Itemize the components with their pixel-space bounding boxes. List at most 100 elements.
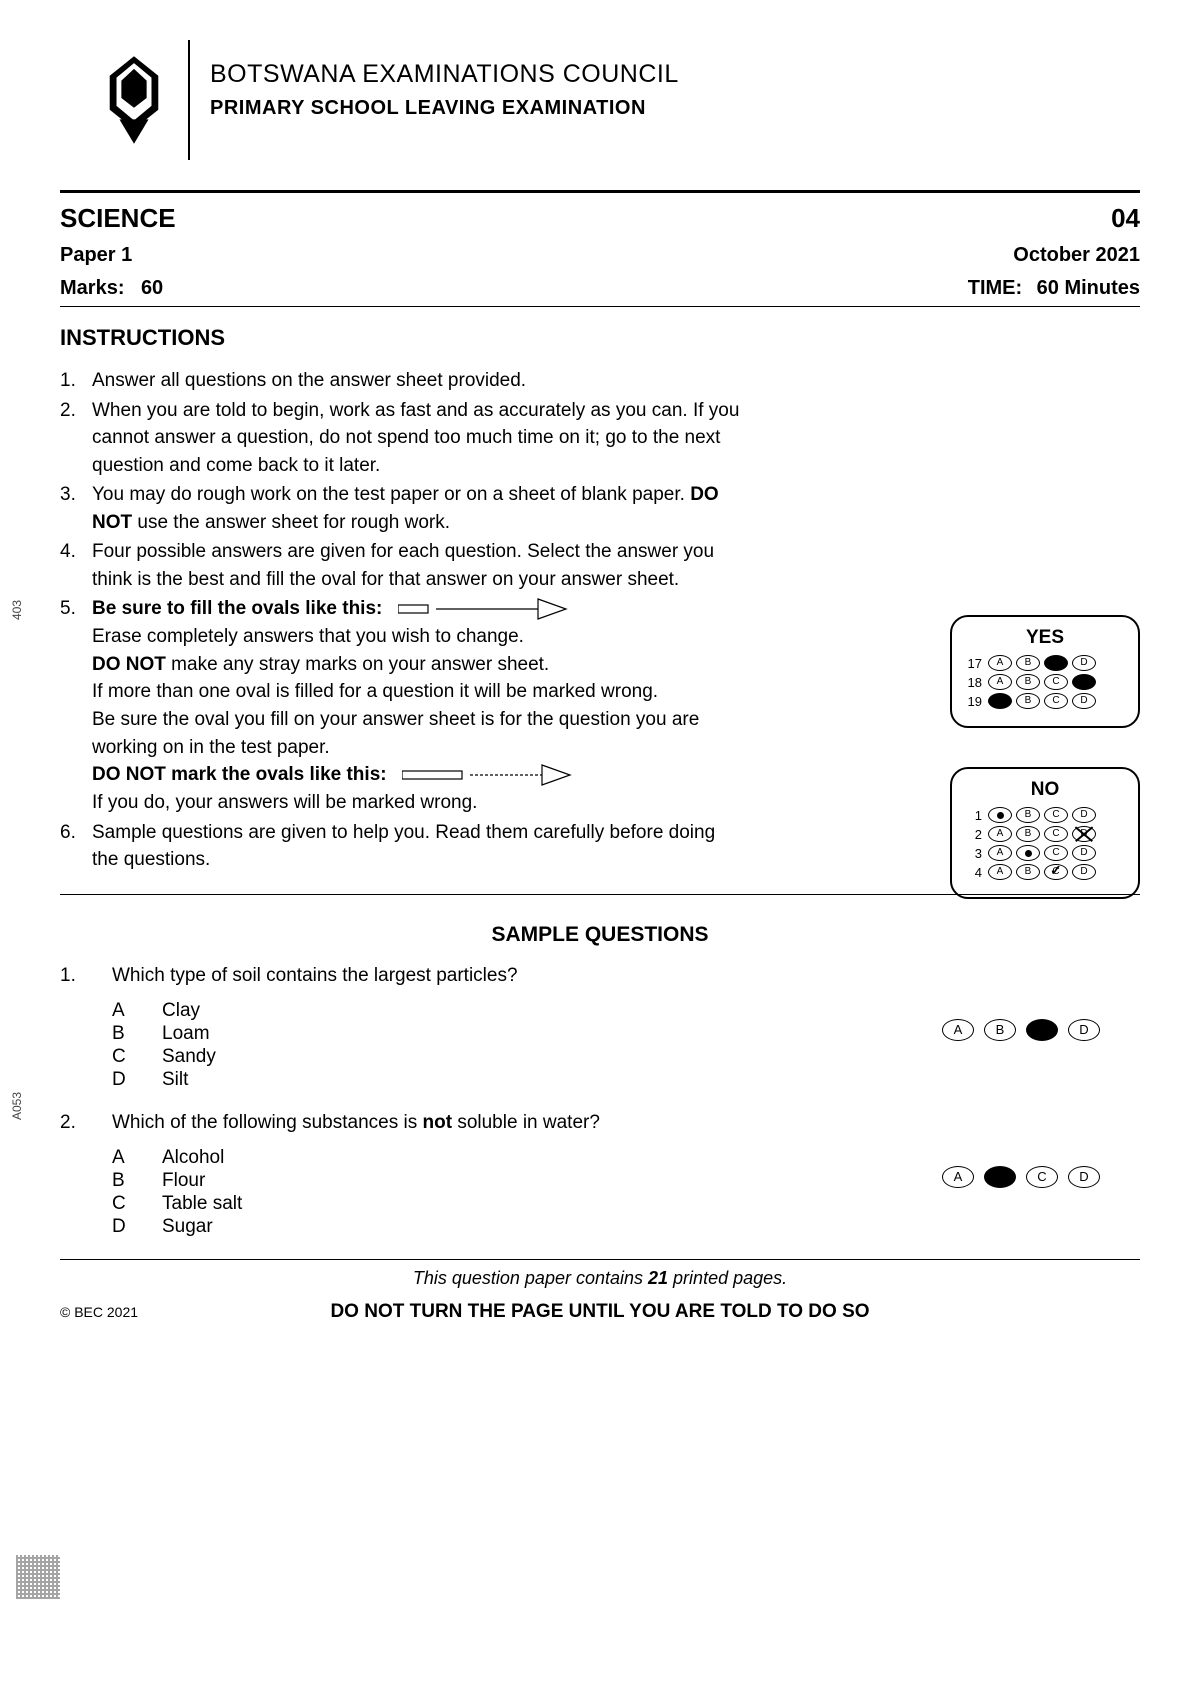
oval-icon: B xyxy=(1016,826,1040,842)
instruction-item: 5. Be sure to fill the ovals like this: … xyxy=(60,595,740,816)
answer-ovals: ABD xyxy=(942,1019,1100,1041)
oval-icon: B xyxy=(1016,807,1040,823)
question-number: 1. xyxy=(60,965,112,1092)
no-example-box: NO 1 BCD 2 ABCD 3 ACD 4 ABCD xyxy=(950,767,1140,899)
marks-row: Marks: 60 TIME: 60 Minutes xyxy=(60,277,1140,300)
instruction-item: 6. Sample questions are given to help yo… xyxy=(60,819,740,874)
answer-ovals: A CD xyxy=(942,1166,1100,1188)
oval-icon: D xyxy=(1068,1019,1100,1041)
instruction-item: 4. Four possible answers are given for e… xyxy=(60,538,740,593)
subject: SCIENCE xyxy=(60,203,176,234)
oval-icon: A xyxy=(988,845,1012,861)
oval-filled-icon xyxy=(984,1166,1016,1188)
question-option: A Clay xyxy=(112,1000,512,1022)
instruction-number: 3. xyxy=(60,481,92,536)
qr-code xyxy=(16,1555,60,1599)
example-row: 17 AB D xyxy=(966,655,1124,671)
instruction-text: When you are told to begin, work as fast… xyxy=(92,397,740,480)
org-name: BOTSWANA EXAMINATIONS COUNCIL xyxy=(210,60,679,89)
option-letter: B xyxy=(112,1023,162,1045)
no-title: NO xyxy=(966,779,1124,801)
example-row-number: 1 xyxy=(966,808,982,823)
instruction-item: 2. When you are told to begin, work as f… xyxy=(60,397,740,480)
oval-filled-icon xyxy=(1072,674,1096,690)
example-row-number: 18 xyxy=(966,675,982,690)
no-arrow-icon xyxy=(402,761,572,789)
divider xyxy=(60,306,1140,307)
oval-icon: D xyxy=(1068,1166,1100,1188)
instructions-heading: INSTRUCTIONS xyxy=(60,325,1140,351)
exam-date: October 2021 xyxy=(1013,244,1140,267)
example-row: 19 BCD xyxy=(966,693,1124,709)
side-code: A053 xyxy=(10,1092,24,1120)
question-option: C Sandy xyxy=(112,1046,512,1068)
oval-icon: C xyxy=(1026,1166,1058,1188)
marks: Marks: 60 xyxy=(60,277,163,300)
logo xyxy=(100,40,190,160)
question-number: 2. xyxy=(60,1112,112,1239)
example-row-number: 2 xyxy=(966,827,982,842)
page-header: BOTSWANA EXAMINATIONS COUNCIL PRIMARY SC… xyxy=(60,40,1140,160)
oval-icon: C xyxy=(1044,693,1068,709)
oval-icon: B xyxy=(1016,674,1040,690)
oval-icon: C xyxy=(1044,674,1068,690)
oval-icon: B xyxy=(1016,655,1040,671)
oval-icon: D xyxy=(1072,845,1096,861)
oval-icon: C xyxy=(1044,807,1068,823)
option-letter: C xyxy=(112,1193,162,1215)
oval-icon: D xyxy=(1072,864,1096,880)
option-letter: A xyxy=(112,1000,162,1022)
option-text: Silt xyxy=(162,1069,188,1091)
question-option: B Flour xyxy=(112,1170,512,1192)
marks-label: Marks: xyxy=(60,277,124,299)
instruction-item: 3. You may do rough work on the test pap… xyxy=(60,481,740,536)
example-row: 18 ABC xyxy=(966,674,1124,690)
instruction-number: 6. xyxy=(60,819,92,874)
oval-icon: C xyxy=(1044,826,1068,842)
paper-code: 04 xyxy=(1111,203,1140,234)
side-code: 403 xyxy=(10,600,24,620)
option-letter: D xyxy=(112,1216,162,1238)
time: TIME: 60 Minutes xyxy=(968,277,1140,300)
instruction-text: You may do rough work on the test paper … xyxy=(92,481,740,536)
option-text: Alcohol xyxy=(162,1147,224,1169)
oval-icon: A xyxy=(988,655,1012,671)
oval-icon: A xyxy=(988,826,1012,842)
question-stem: Which type of soil contains the largest … xyxy=(112,965,1140,987)
exam-name: PRIMARY SCHOOL LEAVING EXAMINATION xyxy=(210,97,679,120)
example-row-number: 17 xyxy=(966,656,982,671)
oval-icon: B xyxy=(1016,864,1040,880)
bec-logo-icon xyxy=(100,50,168,150)
instruction-text: Sample questions are given to help you. … xyxy=(92,819,740,874)
divider xyxy=(60,1259,1140,1260)
instruction-number: 4. xyxy=(60,538,92,593)
footer-page-count: This question paper contains 21 printed … xyxy=(60,1268,1140,1289)
option-letter: B xyxy=(112,1170,162,1192)
instructions-block: 1. Answer all questions on the answer sh… xyxy=(60,367,1140,874)
copyright: © BEC 2021 xyxy=(60,1304,220,1320)
oval-x-icon: D xyxy=(1072,826,1096,842)
sample-question: 1. Which type of soil contains the large… xyxy=(60,965,1140,1092)
instruction-item: 1. Answer all questions on the answer sh… xyxy=(60,367,740,395)
oval-icon: D xyxy=(1072,807,1096,823)
oval-check-icon: C xyxy=(1044,864,1068,880)
question-option: D Sugar xyxy=(112,1216,512,1238)
oval-icon: B xyxy=(984,1019,1016,1041)
option-letter: D xyxy=(112,1069,162,1091)
example-row-number: 3 xyxy=(966,846,982,861)
paper-row: Paper 1 October 2021 xyxy=(60,244,1140,267)
yes-example-box: YES 17 ABD 18 ABC 19 BCD xyxy=(950,615,1140,728)
option-text: Sugar xyxy=(162,1216,213,1238)
oval-icon: D xyxy=(1072,655,1096,671)
header-text: BOTSWANA EXAMINATIONS COUNCIL PRIMARY SC… xyxy=(210,40,679,120)
divider xyxy=(60,190,1140,193)
oval-icon: A xyxy=(942,1166,974,1188)
instruction-number: 5. xyxy=(60,595,92,816)
footer-row: © BEC 2021 DO NOT TURN THE PAGE UNTIL YO… xyxy=(60,1301,1140,1323)
oval-filled-icon xyxy=(1026,1019,1058,1041)
question-options: A Alcohol B Flour C Table salt D Sugar xyxy=(112,1146,512,1239)
question-stem: Which of the following substances is not… xyxy=(112,1112,1140,1134)
option-text: Table salt xyxy=(162,1193,242,1215)
option-text: Loam xyxy=(162,1023,210,1045)
option-letter: C xyxy=(112,1046,162,1068)
